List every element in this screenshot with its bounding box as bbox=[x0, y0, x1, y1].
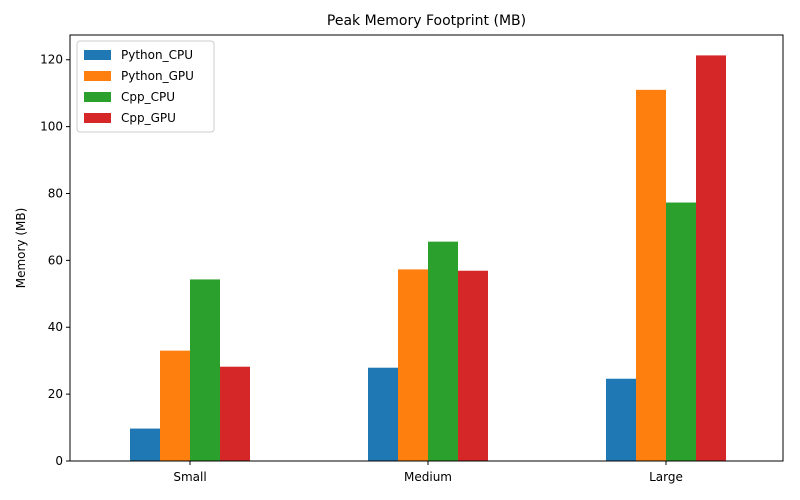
x-tick-label-medium: Medium bbox=[404, 470, 452, 484]
bars-group bbox=[130, 55, 726, 461]
bar-cpp-cpu-small bbox=[190, 279, 220, 461]
y-tick-label: 60 bbox=[48, 253, 63, 267]
bar-python-gpu-small bbox=[160, 350, 190, 461]
bar-cpp-cpu-medium bbox=[428, 241, 458, 461]
bar-python-cpu-medium bbox=[368, 367, 398, 461]
legend-swatch-cpp-gpu bbox=[84, 113, 111, 123]
bar-cpp-gpu-medium bbox=[458, 270, 488, 461]
bar-python-gpu-medium bbox=[398, 269, 428, 461]
y-tick-label: 100 bbox=[40, 120, 63, 134]
legend-swatch-cpp-cpu bbox=[84, 92, 111, 102]
bar-cpp-cpu-large bbox=[666, 202, 696, 461]
legend-label-python-cpu: Python_CPU bbox=[121, 48, 193, 62]
legend-box bbox=[76, 40, 215, 133]
y-tick-label: 120 bbox=[40, 53, 63, 67]
y-tick-label: 40 bbox=[48, 320, 63, 334]
legend-swatch-python-gpu bbox=[84, 71, 111, 81]
bar-python-gpu-large bbox=[636, 89, 666, 461]
y-axis-label: Memory (MB) bbox=[14, 208, 28, 289]
legend-label-cpp-cpu: Cpp_CPU bbox=[121, 90, 175, 104]
bar-python-cpu-large bbox=[606, 378, 636, 461]
plot-frame bbox=[69, 34, 784, 462]
legend-label-cpp-gpu: Cpp_GPU bbox=[121, 111, 176, 125]
legend: Python_CPU Python_GPU Cpp_CPU Cpp_GPU bbox=[76, 40, 215, 133]
x-tick-label-small: Small bbox=[173, 470, 206, 484]
x-tick-label-large: Large bbox=[649, 470, 683, 484]
axes-group: 0 20 40 60 80 100 120 Small Medium Large bbox=[40, 34, 784, 484]
y-tick-label: 0 bbox=[55, 454, 63, 468]
bar-cpp-gpu-large bbox=[696, 55, 726, 461]
legend-label-python-gpu: Python_GPU bbox=[121, 69, 194, 83]
legend-swatch-python-cpu bbox=[84, 50, 111, 60]
chart-title: Peak Memory Footprint (MB) bbox=[327, 13, 526, 29]
bar-python-cpu-small bbox=[130, 428, 160, 461]
y-tick-label: 20 bbox=[48, 387, 63, 401]
y-tick-label: 80 bbox=[48, 186, 63, 200]
bar-cpp-gpu-small bbox=[220, 366, 250, 461]
